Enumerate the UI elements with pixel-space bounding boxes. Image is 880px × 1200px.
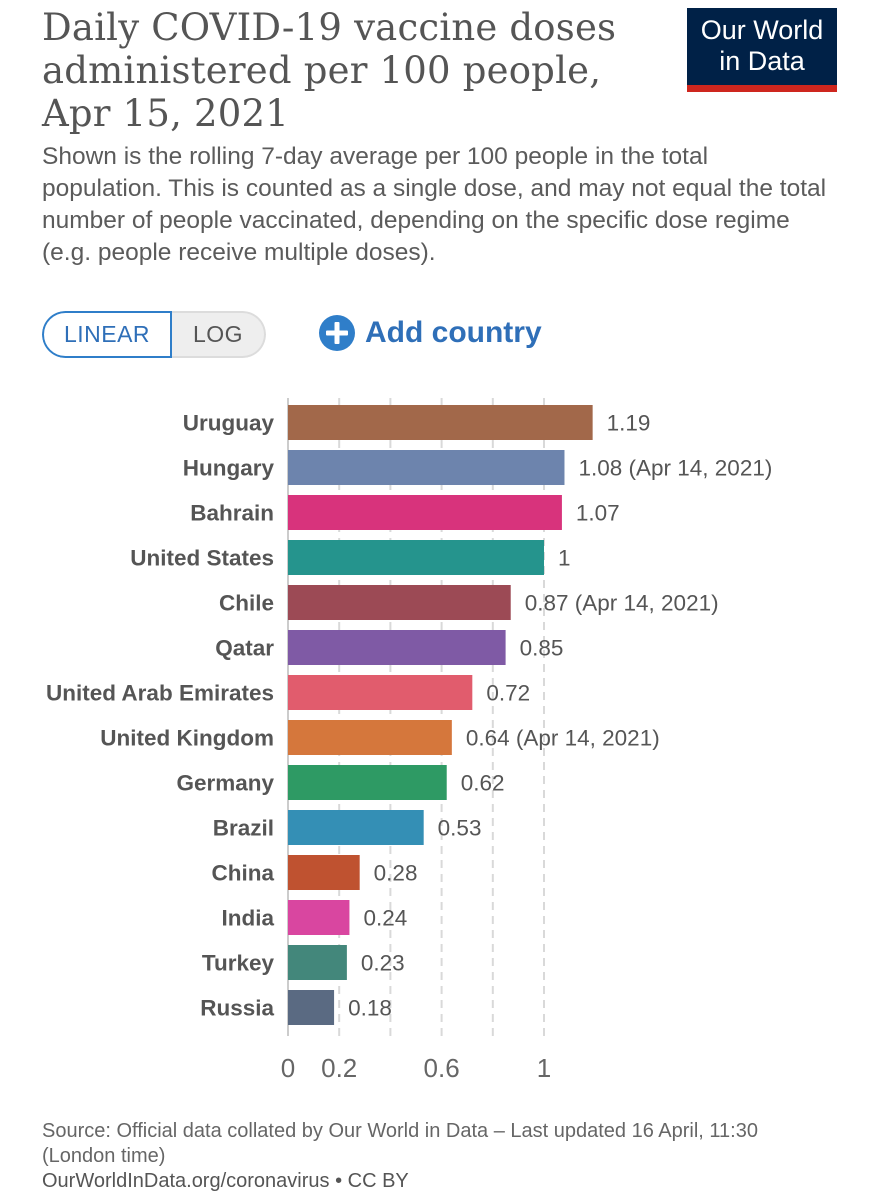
bar[interactable]	[288, 405, 593, 440]
bar[interactable]	[288, 720, 452, 755]
value-label: 1	[558, 546, 571, 571]
bar[interactable]	[288, 855, 360, 890]
value-label: 1.07	[576, 501, 620, 526]
category-label: Germany	[176, 771, 274, 796]
bar[interactable]	[288, 990, 335, 1025]
value-label: 1.19	[607, 411, 651, 436]
x-tick-label: 1	[537, 1053, 551, 1083]
bar[interactable]	[288, 540, 544, 575]
value-label: 0.24	[363, 906, 407, 931]
value-label: 0.28	[374, 861, 418, 886]
bar[interactable]	[288, 630, 506, 665]
gridlines	[287, 398, 545, 1036]
bar[interactable]	[288, 900, 350, 935]
bar[interactable]	[288, 810, 424, 845]
category-label: India	[221, 906, 274, 931]
value-label: 0.53	[438, 816, 482, 841]
category-label: Hungary	[183, 456, 275, 481]
log-scale-button[interactable]: LOG	[172, 311, 266, 358]
add-country-button[interactable]: Add country	[318, 312, 542, 354]
category-label: China	[211, 861, 274, 886]
category-label: Qatar	[215, 636, 274, 661]
bars	[288, 405, 593, 1025]
value-label: 1.08 (Apr 14, 2021)	[578, 456, 772, 481]
value-label: 0.85	[520, 636, 564, 661]
category-label: Uruguay	[183, 411, 275, 436]
chart-title: Daily COVID-19 vaccine doses administere…	[42, 6, 617, 135]
bar[interactable]	[288, 585, 511, 620]
value-label: 0.18	[348, 996, 392, 1021]
add-country-label: Add country	[365, 316, 542, 349]
source-link[interactable]: OurWorldInData.org/coronavirus • CC BY	[42, 1170, 409, 1192]
bar[interactable]	[288, 675, 473, 710]
source-note: Source: Official data collated by Our Wo…	[42, 1120, 758, 1167]
category-label: Bahrain	[190, 501, 274, 526]
logo-line-1: Our World	[700, 15, 824, 45]
bar[interactable]	[288, 495, 562, 530]
value-label: 0.64 (Apr 14, 2021)	[466, 726, 660, 751]
x-tick-label: 0	[281, 1053, 295, 1083]
category-label: United Arab Emirates	[46, 681, 274, 706]
linear-scale-button[interactable]: LINEAR	[42, 311, 172, 358]
category-label: Russia	[200, 996, 274, 1021]
chart-subtitle: Shown is the rolling 7-day average per 1…	[42, 143, 827, 266]
bar-chart: Uruguay 1.19 Hungary 1.08 (Apr 14, 2021) Bah…	[46, 398, 772, 1083]
value-label: 0.87 (Apr 14, 2021)	[525, 591, 719, 616]
bar[interactable]	[288, 450, 565, 485]
value-label: 0.62	[461, 771, 505, 796]
logo-line-2: in Data	[719, 46, 805, 76]
labels: Uruguay 1.19 Hungary 1.08 (Apr 14, 2021) Bah…	[46, 411, 772, 1021]
scale-toggle: LINEAR LOG	[42, 311, 266, 358]
bar[interactable]	[288, 765, 447, 800]
value-label: 0.72	[486, 681, 530, 706]
value-label: 0.23	[361, 951, 405, 976]
bar[interactable]	[288, 945, 347, 980]
category-label: United Kingdom	[100, 726, 274, 751]
x-tick-label: 0.2	[321, 1053, 357, 1083]
chart-footer: Source: Official data collated by Our Wo…	[42, 1119, 832, 1194]
x-tick-label: 0.6	[424, 1053, 460, 1083]
category-label: Turkey	[202, 951, 275, 976]
category-label: United States	[130, 546, 274, 571]
x-axis-ticks: 0 0.2 0.6 1	[281, 1053, 551, 1083]
plus-circle-icon	[319, 315, 355, 351]
owid-logo[interactable]: Our World in Data	[687, 8, 837, 92]
category-label: Chile	[219, 591, 274, 616]
category-label: Brazil	[213, 816, 274, 841]
